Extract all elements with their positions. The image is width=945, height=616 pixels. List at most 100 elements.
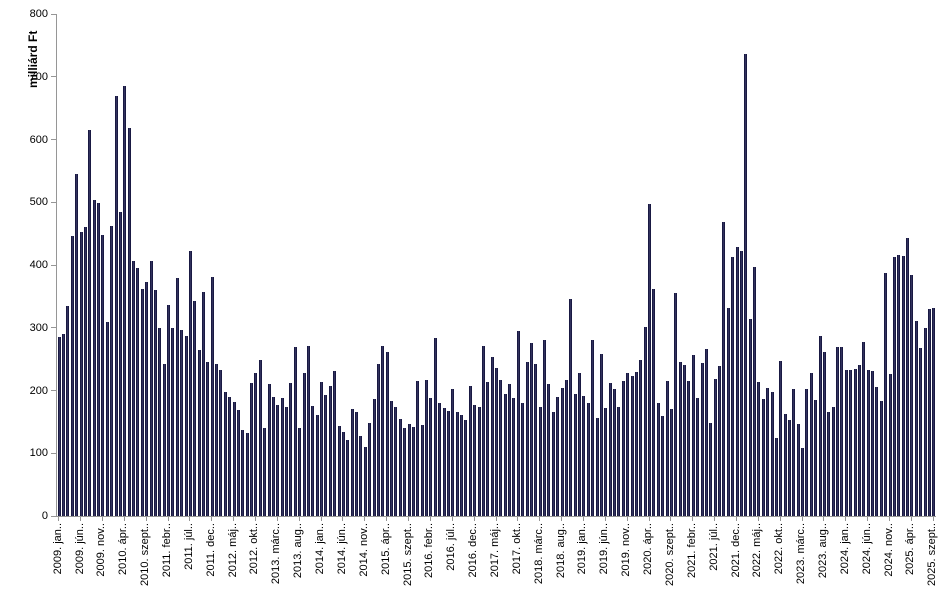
bar bbox=[503, 394, 507, 516]
bar bbox=[735, 247, 739, 516]
x-tick-mark bbox=[779, 517, 781, 521]
bar bbox=[420, 425, 424, 516]
bar bbox=[219, 369, 223, 516]
bar bbox=[464, 420, 468, 516]
y-tick-label: 100 bbox=[29, 447, 48, 460]
bar bbox=[167, 305, 170, 516]
bar bbox=[153, 290, 157, 516]
bar bbox=[241, 430, 245, 516]
x-tick-label: 2011. febr.. bbox=[161, 523, 173, 578]
bar bbox=[726, 308, 730, 516]
x-tick-mark bbox=[823, 517, 825, 521]
bar bbox=[381, 345, 385, 516]
x-tick-mark bbox=[582, 517, 584, 521]
bar bbox=[123, 85, 127, 516]
y-tick-mark bbox=[51, 139, 56, 140]
bar bbox=[656, 403, 660, 516]
x-tick-label: 2025. szept.. bbox=[926, 523, 939, 586]
y-tick-label: 500 bbox=[29, 196, 48, 209]
bar bbox=[236, 410, 240, 516]
bar bbox=[674, 293, 678, 516]
bar bbox=[906, 238, 910, 516]
x-tick-label: 2014. jan.. bbox=[314, 523, 327, 575]
bar bbox=[390, 401, 394, 516]
bar bbox=[271, 396, 275, 516]
x-tick-label: 2013. aug.. bbox=[292, 523, 305, 579]
x-tick-mark bbox=[101, 517, 103, 521]
bar bbox=[722, 222, 726, 516]
bar bbox=[884, 273, 888, 516]
bar bbox=[521, 403, 525, 516]
bar bbox=[499, 379, 503, 516]
x-tick-label: 2018. márc.. bbox=[532, 523, 545, 585]
bar bbox=[827, 411, 831, 516]
x-tick-label: 2016. febr.. bbox=[423, 523, 436, 579]
bar bbox=[411, 426, 415, 516]
x-tick-label: 2009. jún.. bbox=[73, 523, 86, 575]
bar bbox=[105, 322, 109, 516]
bar bbox=[368, 423, 372, 516]
x-tick-mark bbox=[648, 517, 650, 521]
bar bbox=[97, 202, 101, 516]
bar bbox=[700, 362, 704, 516]
bar bbox=[184, 335, 188, 516]
bar bbox=[285, 406, 289, 516]
x-tick-mark bbox=[561, 517, 563, 521]
x-tick-label: 2013. márc.. bbox=[270, 523, 283, 585]
x-tick-label: 2010. ápr.. bbox=[117, 523, 130, 575]
bar bbox=[403, 427, 407, 516]
bar bbox=[145, 281, 149, 516]
bar bbox=[263, 428, 267, 516]
bar bbox=[333, 371, 337, 516]
bar bbox=[564, 379, 568, 516]
bar bbox=[897, 255, 901, 516]
bar bbox=[866, 370, 870, 516]
bar bbox=[407, 424, 411, 516]
bar bbox=[171, 327, 175, 516]
x-tick-mark bbox=[845, 517, 847, 521]
y-tick-mark bbox=[51, 76, 56, 78]
bar bbox=[477, 406, 481, 516]
bar bbox=[442, 408, 446, 516]
x-tick-label: 2017. okt.. bbox=[510, 523, 523, 575]
bar bbox=[927, 308, 931, 516]
x-tick-label: 2019. jún.. bbox=[598, 523, 611, 575]
bar bbox=[376, 364, 380, 516]
bar bbox=[713, 379, 717, 516]
x-tick-mark bbox=[123, 517, 125, 521]
y-tick-label: 600 bbox=[29, 133, 48, 146]
bar bbox=[293, 346, 297, 516]
bar bbox=[538, 406, 542, 516]
bar bbox=[372, 399, 376, 516]
bar bbox=[140, 288, 144, 516]
bar bbox=[258, 359, 262, 516]
y-tick-mark bbox=[51, 327, 56, 329]
x-tick-mark bbox=[626, 517, 628, 521]
x-tick-mark bbox=[473, 517, 475, 521]
x-tick-mark bbox=[714, 517, 716, 521]
bar bbox=[718, 366, 722, 516]
bar bbox=[114, 95, 118, 516]
y-tick-mark bbox=[51, 452, 56, 454]
bar bbox=[757, 381, 761, 516]
bar bbox=[901, 256, 905, 516]
bar bbox=[232, 401, 236, 516]
bar bbox=[582, 396, 586, 516]
bar bbox=[888, 373, 892, 516]
bar bbox=[696, 398, 700, 516]
x-tick-label: 2020. ápr.. bbox=[642, 523, 655, 575]
bar bbox=[796, 424, 800, 516]
bar bbox=[844, 370, 848, 516]
x-tick-label: 2022. okt.. bbox=[773, 523, 786, 575]
x-tick-mark bbox=[757, 517, 759, 521]
bar bbox=[591, 340, 595, 516]
bar bbox=[595, 418, 599, 516]
bar bbox=[599, 354, 603, 516]
bar bbox=[678, 361, 682, 516]
bar bbox=[788, 420, 791, 516]
bar bbox=[560, 388, 564, 516]
bar bbox=[586, 403, 590, 516]
bar bbox=[766, 388, 770, 516]
bar bbox=[779, 361, 783, 516]
